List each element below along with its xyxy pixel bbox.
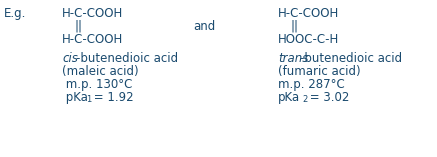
Text: m.p. 287°C: m.p. 287°C bbox=[278, 78, 345, 91]
Text: pKa: pKa bbox=[62, 91, 88, 104]
Text: = 1.92: = 1.92 bbox=[90, 91, 134, 104]
Text: H-C-COOH: H-C-COOH bbox=[62, 33, 123, 46]
Text: H-C-COOH: H-C-COOH bbox=[278, 7, 339, 20]
Text: = 3.02: = 3.02 bbox=[306, 91, 349, 104]
Text: E.g.: E.g. bbox=[4, 7, 26, 20]
Text: and: and bbox=[193, 20, 215, 33]
Text: 2: 2 bbox=[302, 95, 307, 104]
Text: ||: || bbox=[291, 20, 299, 33]
Text: pKa: pKa bbox=[278, 91, 300, 104]
Text: m.p. 130°C: m.p. 130°C bbox=[62, 78, 132, 91]
Text: (fumaric acid): (fumaric acid) bbox=[278, 65, 361, 78]
Text: 1: 1 bbox=[86, 95, 91, 104]
Text: (maleic acid): (maleic acid) bbox=[62, 65, 139, 78]
Text: -butenedioic acid: -butenedioic acid bbox=[300, 52, 402, 65]
Text: cis: cis bbox=[62, 52, 78, 65]
Text: H-C-COOH: H-C-COOH bbox=[62, 7, 123, 20]
Text: ||: || bbox=[75, 20, 83, 33]
Text: HOOC-C-H: HOOC-C-H bbox=[278, 33, 339, 46]
Text: trans: trans bbox=[278, 52, 309, 65]
Text: -butenedioic acid: -butenedioic acid bbox=[76, 52, 178, 65]
